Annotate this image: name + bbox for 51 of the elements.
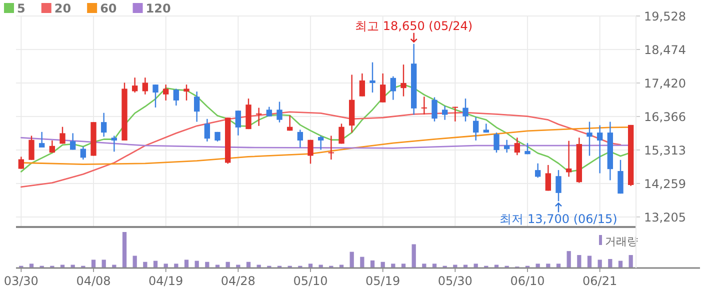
x-tick-label: 04/28 [220,274,256,288]
x-tick-label: 05/10 [293,274,328,288]
bar [184,260,189,268]
bar [401,264,406,268]
annotation: 최고 18,650 (05/24) [355,18,473,43]
y-tick-label: 18,474 [644,42,686,57]
y-tick-label: 14,259 [644,176,686,191]
bar [556,264,561,268]
x-tick-label: 03/30 [4,274,38,288]
bar [598,260,602,268]
legend-label: 20 [54,2,72,16]
bar [432,264,437,268]
bar [122,232,127,268]
bar [412,244,416,268]
bar [308,264,313,268]
y-tick-label: 17,420 [644,76,686,90]
bar [29,264,34,268]
legend-label: 120 [146,2,171,16]
y-tick-label: 13,205 [644,210,686,224]
bar [91,260,96,268]
annotation: 최저 13,700 (06/15) [500,212,618,226]
bar [566,251,571,268]
x-tick-label: 05/19 [366,274,400,288]
y-tick-label: 15,313 [644,143,686,158]
bar [360,256,364,268]
bar [350,252,354,268]
bar [536,264,540,268]
bar [608,259,612,268]
bar [628,255,633,268]
bar [546,264,550,268]
bar [587,256,592,268]
y-tick-label: 16,366 [644,110,686,124]
x-tick-label: 06/10 [510,274,545,288]
bar [577,255,582,268]
annotation: 최저 13,700 (06/15) [500,202,618,226]
legend-label: 5 [17,2,26,16]
annotation: 최고 18,650 (05/24) [355,18,473,33]
x-tick-label: 06/21 [582,274,618,288]
bar [174,264,178,268]
bar [422,264,426,268]
bar [102,260,106,268]
x-tick-label: 04/19 [148,274,184,288]
bar [474,264,478,268]
x-tick-label: 04/08 [76,274,111,288]
bar [370,260,375,268]
legend-label: 60 [100,2,117,16]
y-tick-label: 19,528 [644,10,686,24]
bar [391,264,396,268]
x-tick-label: 05/30 [438,274,472,288]
bar [164,264,168,268]
bar [132,256,137,268]
